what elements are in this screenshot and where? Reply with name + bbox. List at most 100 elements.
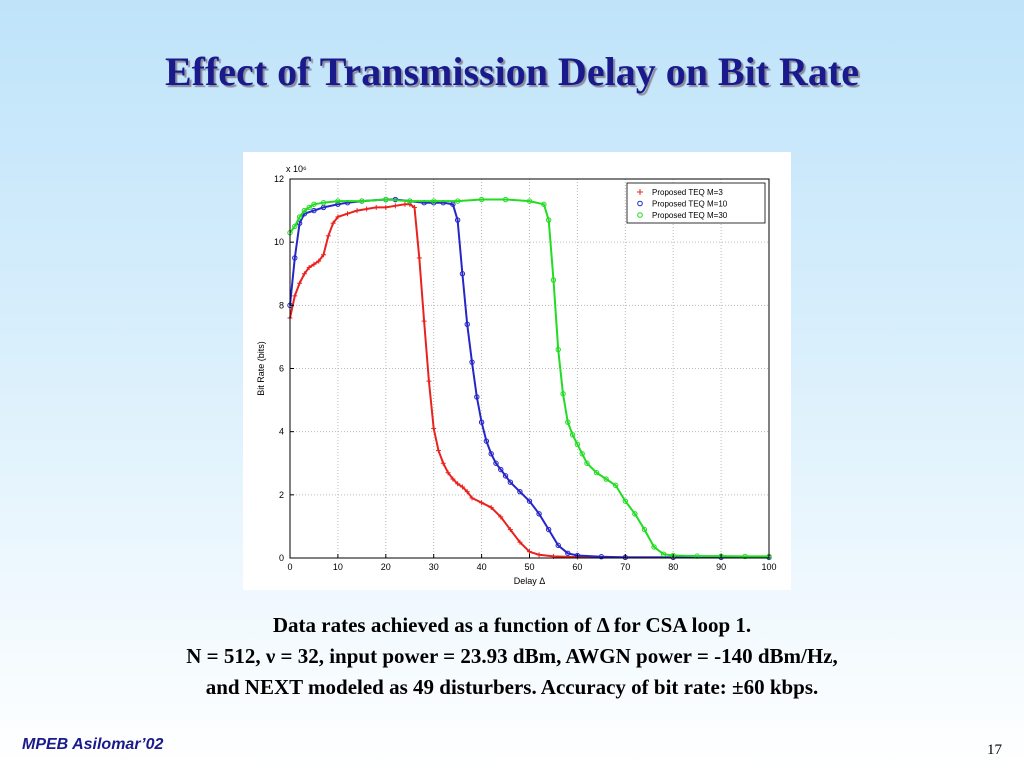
data-point xyxy=(426,378,432,384)
data-point xyxy=(412,204,418,210)
data-point xyxy=(488,504,494,510)
data-point xyxy=(483,438,490,444)
y-axis-label: Bit Rate (bits) xyxy=(256,341,266,396)
data-point xyxy=(598,554,605,560)
data-point xyxy=(526,198,533,204)
data-point xyxy=(459,484,465,490)
y-tick-label: 8 xyxy=(279,300,284,310)
data-point xyxy=(459,271,466,277)
data-point xyxy=(431,426,437,432)
data-point xyxy=(593,470,600,476)
x-tick-label: 0 xyxy=(287,562,292,572)
data-point xyxy=(335,214,341,220)
data-point xyxy=(527,549,532,555)
data-point xyxy=(440,460,446,466)
data-point xyxy=(651,544,657,550)
data-point xyxy=(632,511,638,517)
data-point xyxy=(292,293,298,299)
data-point xyxy=(560,391,566,397)
data-point xyxy=(464,489,470,495)
caption-line-1: Data rates achieved as a function of Δ f… xyxy=(272,613,752,637)
data-point xyxy=(301,207,308,214)
figure-caption: Data rates achieved as a function of Δ f… xyxy=(40,610,984,703)
data-point xyxy=(517,488,523,495)
data-point xyxy=(359,198,365,204)
data-point xyxy=(488,451,494,457)
data-point xyxy=(455,481,461,487)
y-multiplier-label: x 10⁶ xyxy=(286,164,307,174)
data-point xyxy=(579,451,585,457)
data-point xyxy=(478,419,485,425)
y-tick-label: 4 xyxy=(279,427,284,437)
data-point xyxy=(354,208,360,214)
data-point xyxy=(407,201,413,207)
data-point xyxy=(373,204,379,210)
data-point xyxy=(344,211,350,217)
legend-marker xyxy=(637,212,643,218)
data-point xyxy=(536,552,542,558)
data-point xyxy=(301,271,307,277)
grid-layer xyxy=(290,179,769,558)
data-point xyxy=(584,460,590,466)
caption-line-2: N = 512, ν = 32, input power = 23.93 dBm… xyxy=(186,644,838,668)
data-point xyxy=(454,217,461,223)
legend-label: Proposed TEQ M=30 xyxy=(652,211,728,220)
data-point xyxy=(383,196,389,203)
data-point xyxy=(555,346,561,353)
data-point xyxy=(622,498,628,504)
data-point xyxy=(402,201,408,207)
data-point xyxy=(364,206,370,212)
data-point xyxy=(311,207,317,214)
data-point xyxy=(416,255,422,261)
data-point xyxy=(536,511,542,517)
data-point xyxy=(311,201,317,207)
data-point xyxy=(407,198,413,204)
data-point xyxy=(526,498,533,504)
data-point xyxy=(541,201,547,207)
x-tick-label: 60 xyxy=(572,562,582,572)
data-point xyxy=(565,419,571,425)
data-point xyxy=(545,526,552,533)
x-tick-label: 100 xyxy=(761,562,776,572)
data-point xyxy=(507,479,514,485)
data-point xyxy=(569,432,576,438)
x-tick-label: 90 xyxy=(716,562,726,572)
legend-label: Proposed TEQ M=10 xyxy=(652,200,728,209)
x-tick-label: 80 xyxy=(668,562,678,572)
data-point xyxy=(335,198,341,204)
data-point xyxy=(517,539,523,545)
page-number: 17 xyxy=(987,742,1002,758)
data-point xyxy=(464,321,470,327)
series-line xyxy=(289,198,769,559)
y-tick-label: 10 xyxy=(274,237,284,247)
x-tick-label: 30 xyxy=(429,562,439,572)
y-tick-label: 6 xyxy=(279,364,284,374)
data-point xyxy=(431,198,437,204)
data-point xyxy=(450,476,456,482)
data-point xyxy=(325,233,331,239)
data-point xyxy=(321,252,327,258)
data-point xyxy=(555,542,561,549)
data-point xyxy=(469,495,475,501)
data-point xyxy=(311,261,317,267)
legend-box xyxy=(626,182,766,224)
data-point xyxy=(498,514,504,520)
data-point xyxy=(469,359,475,365)
data-point xyxy=(660,551,667,557)
data-point xyxy=(320,199,327,206)
data-point xyxy=(474,394,480,400)
data-point xyxy=(435,448,441,454)
data-point xyxy=(445,470,451,476)
data-point xyxy=(479,500,485,506)
data-point xyxy=(330,220,336,226)
data-point xyxy=(565,550,571,556)
series-line xyxy=(289,198,769,558)
data-point xyxy=(502,196,509,203)
data-point xyxy=(316,258,322,264)
slide-title: Effect of Transmission Delay on Bit Rate xyxy=(164,49,860,94)
data-point xyxy=(641,526,648,533)
series-layer xyxy=(287,196,772,561)
bit-rate-chart: 0 10 20 30 40 50 60 70 80 90 100 0 2 4 6 8 10 12 x 10⁶ De… xyxy=(256,164,777,586)
data-point xyxy=(421,318,427,324)
footer-conference: MPEB Asilomar’02 xyxy=(22,736,164,753)
